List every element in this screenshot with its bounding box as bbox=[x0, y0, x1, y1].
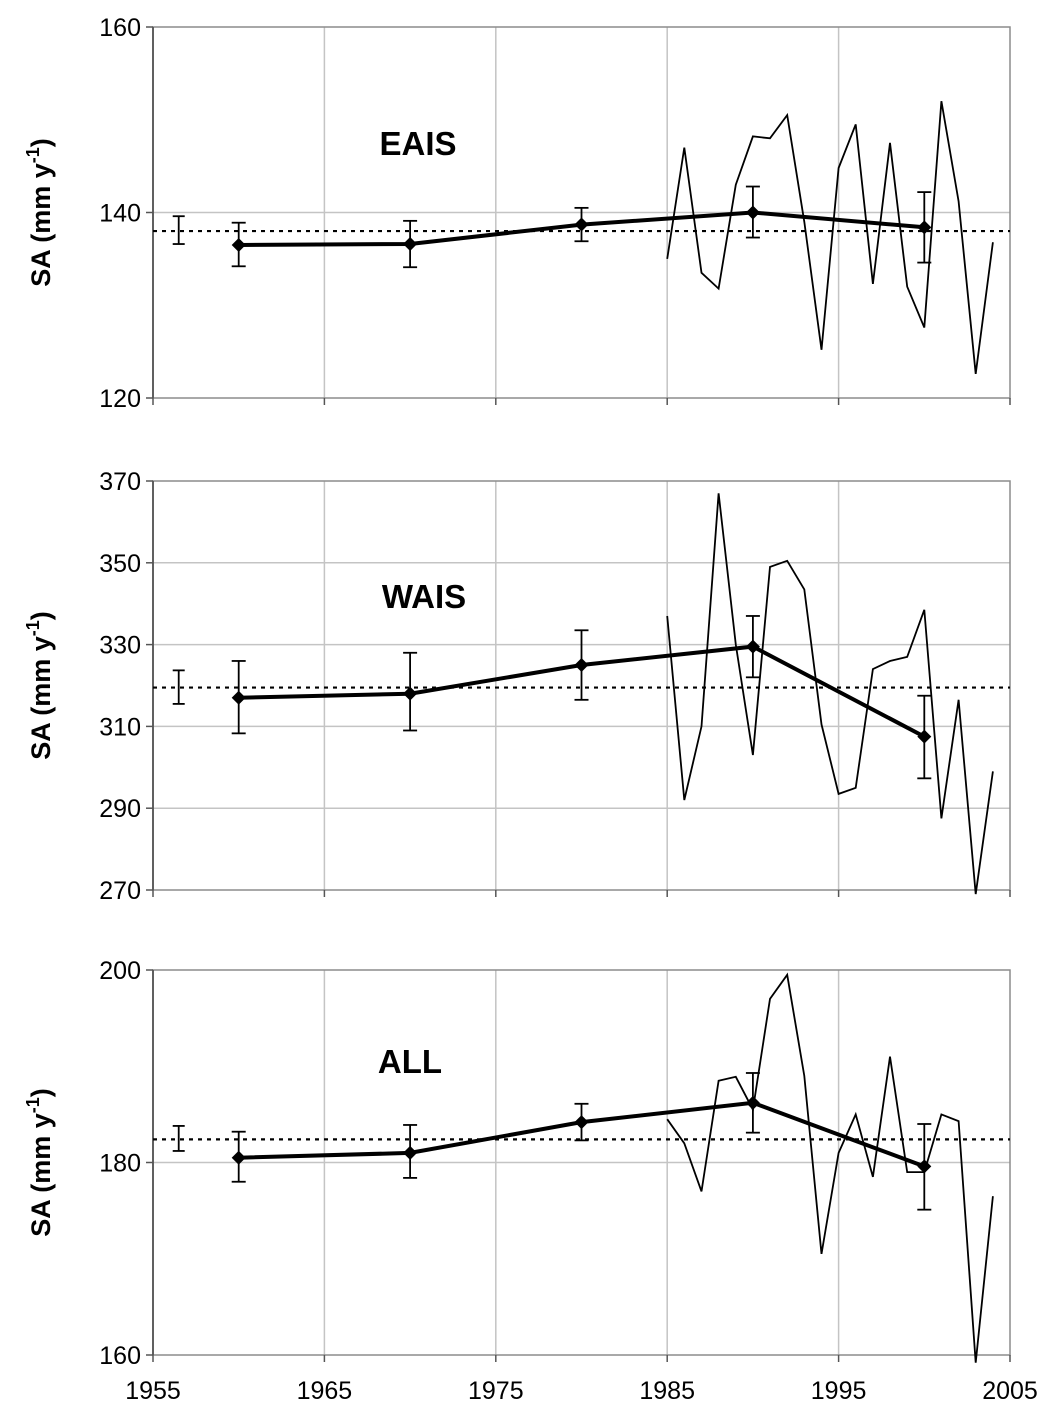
y-axis-title-superscript: -1 bbox=[23, 620, 43, 636]
decadal-point-marker bbox=[917, 729, 932, 744]
x-tick-label: 1995 bbox=[811, 1377, 867, 1405]
decadal-point-marker bbox=[745, 205, 760, 220]
x-tick-label: 1965 bbox=[297, 1377, 353, 1405]
y-axis-title: SA (mm y-1) bbox=[23, 138, 56, 287]
decadal-point-marker bbox=[403, 1145, 418, 1160]
x-tick-label: 1985 bbox=[639, 1377, 695, 1405]
decadal-point-marker bbox=[403, 237, 418, 252]
decadal-point-marker bbox=[403, 686, 418, 701]
y-tick-label: 310 bbox=[99, 713, 141, 741]
panel-all: 160 180 200 1955 1965 1975 1985 1995 2005 SA (mm … bbox=[23, 957, 1038, 1405]
annual-series-line bbox=[666, 493, 994, 895]
y-tick-label: 350 bbox=[99, 550, 141, 578]
y-axis-title-end: ) bbox=[26, 611, 56, 620]
decadal-point-marker bbox=[574, 1115, 589, 1130]
y-tick-label: 270 bbox=[99, 877, 141, 905]
panel-eais: 120 140 160 SA (mm y-1) EAIS bbox=[23, 14, 1011, 413]
y-axis-title-superscript: -1 bbox=[23, 147, 43, 163]
panel-label: EAIS bbox=[379, 125, 456, 162]
decadal-point-marker bbox=[745, 639, 760, 654]
panel-label: WAIS bbox=[382, 578, 466, 615]
decadal-point-marker bbox=[231, 690, 246, 705]
y-tick-label: 180 bbox=[99, 1150, 141, 1178]
annual-series-line bbox=[666, 972, 994, 1363]
y-tick-label: 120 bbox=[99, 385, 141, 413]
x-tick-label: 1975 bbox=[468, 1377, 524, 1405]
y-tick-label: 160 bbox=[99, 14, 141, 42]
panel-label: ALL bbox=[378, 1043, 442, 1080]
x-tick-label: 2005 bbox=[982, 1377, 1038, 1405]
annual-series-line bbox=[666, 101, 994, 375]
y-tick-label: 160 bbox=[99, 1342, 141, 1370]
decadal-point-marker bbox=[917, 220, 932, 235]
y-axis-title-main: SA (mm y bbox=[26, 1113, 56, 1237]
y-tick-label: 140 bbox=[99, 200, 141, 228]
decadal-point-marker bbox=[745, 1095, 760, 1110]
y-axis-title-end: ) bbox=[26, 138, 56, 147]
y-axis-title-main: SA (mm y bbox=[26, 636, 56, 760]
y-axis-title-main: SA (mm y bbox=[26, 163, 56, 287]
decadal-point-marker bbox=[574, 658, 589, 673]
decadal-point-marker bbox=[231, 237, 246, 252]
y-axis-title-superscript: -1 bbox=[23, 1097, 43, 1113]
x-tick-label: 1955 bbox=[125, 1377, 181, 1405]
y-tick-label: 290 bbox=[99, 795, 141, 823]
y-axis-title-end: ) bbox=[26, 1088, 56, 1097]
y-tick-label: 200 bbox=[99, 957, 141, 985]
y-tick-label: 370 bbox=[99, 468, 141, 496]
y-tick-label: 330 bbox=[99, 632, 141, 660]
y-axis-title: SA (mm y-1) bbox=[23, 611, 56, 760]
decadal-point-marker bbox=[231, 1150, 246, 1165]
y-axis-title: SA (mm y-1) bbox=[23, 1088, 56, 1237]
panel-wais: 270 290 310 330 350 370 SA (mm y-1) WAIS bbox=[23, 468, 1011, 905]
decadal-point-marker bbox=[574, 217, 589, 232]
